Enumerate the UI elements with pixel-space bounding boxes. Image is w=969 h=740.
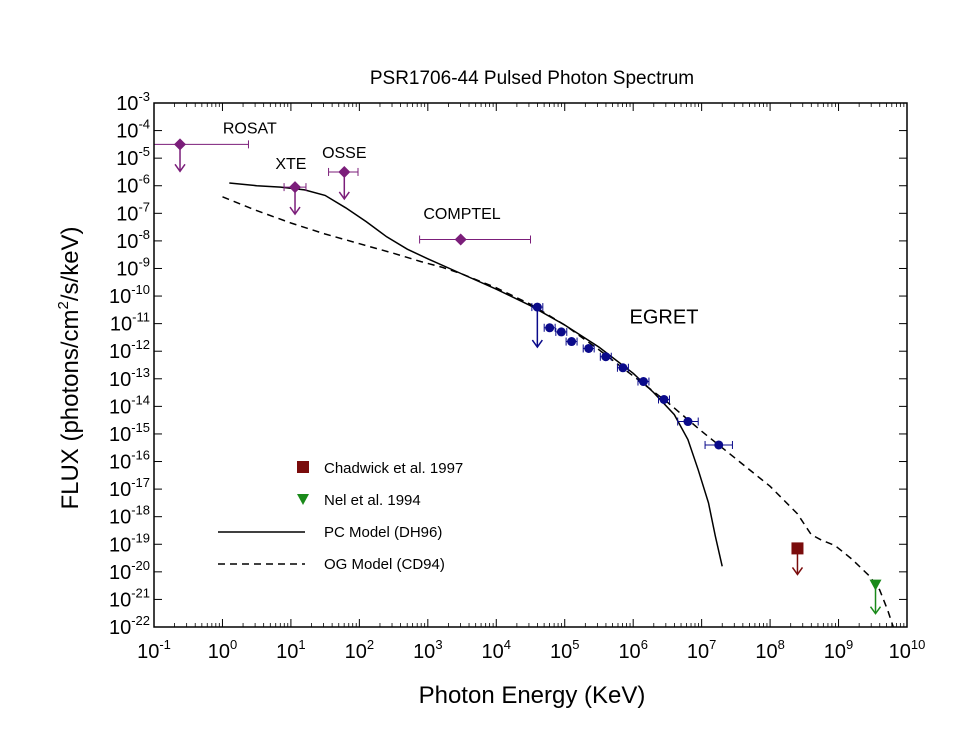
x-tick-label: 1010: [889, 637, 926, 663]
x-tick-label: 104: [482, 637, 511, 663]
x-tick-label: 108: [755, 637, 784, 663]
x-axis-label: Photon Energy (KeV): [419, 682, 646, 709]
x-tick-label: 103: [413, 637, 442, 663]
y-axis-label-part3: /s/keV): [57, 226, 84, 301]
x-tick-label: 107: [687, 637, 716, 663]
egret-point: [567, 337, 577, 347]
y-tick-label: 10-6: [116, 172, 150, 198]
x-tick-label: 101: [276, 637, 305, 663]
egret-point: [659, 394, 669, 404]
instrument-label-rosat: ROSAT: [223, 120, 277, 137]
legend-label: OG Model (CD94): [324, 556, 445, 573]
legend-nel-marker: [297, 494, 309, 505]
y-tick-label: 10-17: [109, 475, 150, 501]
legend: Chadwick et al. 1997 Nel et al. 1994 PC Mo…: [218, 460, 463, 573]
y-tick-label: 10-20: [109, 558, 150, 584]
y-tick-label: 10-11: [110, 310, 150, 336]
egret-point: [714, 440, 724, 450]
diamond-point-osse-arrowhead: [338, 191, 350, 201]
y-tick-label: 10-13: [109, 365, 150, 391]
y-tick-label: 10-4: [116, 117, 150, 143]
egret-point: [556, 327, 566, 337]
y-tick-label: 10-12: [109, 337, 150, 363]
x-tick-label: 106: [618, 637, 647, 663]
instrument-labels: ROSAT XTE OSSE COMPTEL EGRET: [223, 120, 699, 328]
y-tick-label: 10-7: [116, 199, 150, 225]
nel-point-arrowhead: [869, 606, 882, 615]
y-tick-label: 10-22: [109, 613, 150, 639]
x-tick-label: 100: [208, 637, 237, 663]
egret-point: [618, 363, 628, 373]
egret-point-arrowhead: [531, 339, 543, 349]
chart-title: PSR1706-44 Pulsed Photon Spectrum: [370, 68, 694, 89]
diamond-point-xte: [289, 181, 302, 194]
y-tick-label: 10-8: [116, 227, 150, 253]
y-axis-label-sup: 2: [55, 301, 72, 309]
egret-point: [683, 417, 693, 427]
diamond-point-comptel: [454, 233, 467, 246]
legend-label: PC Model (DH96): [324, 524, 442, 541]
model-curves: [222, 182, 895, 628]
x-tick-label: 109: [824, 637, 853, 663]
grid-layer: 10-1 100 101 102 103 104 105 106 107 108 109 1010 10…: [109, 89, 925, 663]
y-tick-label: 10-19: [109, 530, 150, 556]
diamond-point-xte-arrowhead: [289, 206, 301, 216]
pc-model-curve: [229, 182, 723, 567]
y-tick-label: 10-21: [109, 585, 150, 611]
y-tick-label: 10-16: [109, 448, 150, 474]
diamond-point-osse: [338, 165, 351, 178]
legend-chadwick-marker: [297, 461, 309, 473]
egret-point: [532, 302, 542, 312]
y-tick-label: 10-10: [109, 282, 150, 308]
instrument-label-comptel: COMPTEL: [423, 206, 500, 223]
chadwick-point-arrowhead: [791, 566, 804, 576]
instrument-label-osse: OSSE: [322, 145, 366, 162]
y-axis-label-part1: FLUX (photons/cm: [57, 309, 84, 509]
y-tick-label: 10-18: [109, 503, 150, 529]
instrument-label-egret: EGRET: [630, 307, 699, 329]
diamond-point-rosat-arrowhead: [174, 163, 186, 173]
plot-frame: [153, 102, 908, 628]
egret-point: [584, 343, 594, 353]
nel-point: [869, 579, 882, 591]
legend-label: Chadwick et al. 1997: [324, 460, 463, 477]
egret-point: [638, 377, 648, 387]
y-tick-label: 10-5: [116, 144, 150, 170]
diamond-point-rosat: [174, 138, 187, 151]
x-tick-label: 10-1: [137, 637, 171, 663]
chadwick-point: [791, 542, 804, 555]
egret-point: [545, 323, 555, 333]
x-tick-label: 102: [345, 637, 374, 663]
y-tick-label: 10-15: [109, 420, 150, 446]
data-points: [153, 138, 882, 615]
y-tick-label: 10-14: [109, 392, 150, 418]
y-tick-label: 10-9: [116, 254, 150, 280]
instrument-label-xte: XTE: [275, 156, 306, 173]
egret-point: [601, 352, 611, 362]
legend-label: Nel et al. 1994: [324, 492, 421, 509]
x-tick-label: 105: [550, 637, 579, 663]
og-model-curve: [222, 196, 895, 628]
y-tick-label: 10-3: [116, 89, 150, 115]
y-axis-label: FLUX (photons/cm2/s/keV): [55, 226, 84, 509]
